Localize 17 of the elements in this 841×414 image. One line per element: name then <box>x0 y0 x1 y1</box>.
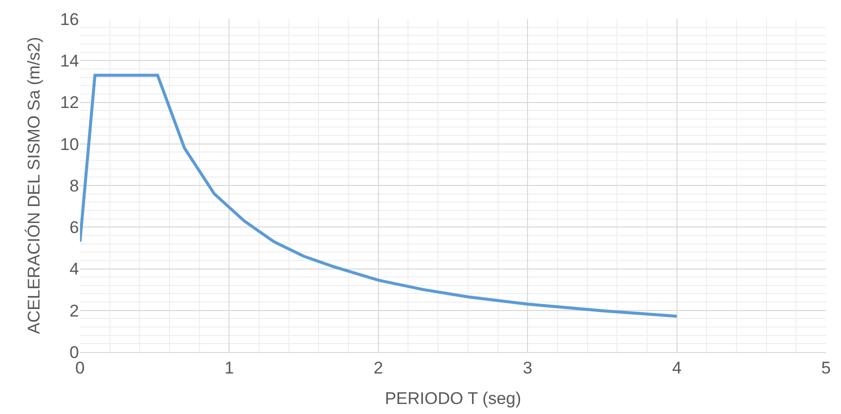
y-tick-label: 6 <box>70 218 79 238</box>
y-tick-label: 8 <box>70 176 79 196</box>
y-axis-title: ACELERACIÓN DEL SISMO Sa (m/s2) <box>24 37 44 334</box>
x-tick-label: 2 <box>374 358 384 378</box>
x-tick-label: 5 <box>821 358 831 378</box>
line-series <box>80 74 678 318</box>
y-tick-label: 10 <box>60 134 79 154</box>
y-tick-label: 14 <box>60 52 79 71</box>
y-tick-label: 4 <box>70 260 79 279</box>
y-tick-label: 0 <box>70 342 79 362</box>
y-tick-label: 2 <box>70 301 79 320</box>
x-tick-label: 4 <box>672 358 682 378</box>
x-tick-label: 1 <box>224 358 234 378</box>
x-axis-title: PERIODO T (seg) <box>384 388 522 408</box>
y-tick-label: 16 <box>60 10 79 29</box>
y-tick-label: 12 <box>60 93 79 112</box>
x-tick-label: 3 <box>522 358 532 378</box>
